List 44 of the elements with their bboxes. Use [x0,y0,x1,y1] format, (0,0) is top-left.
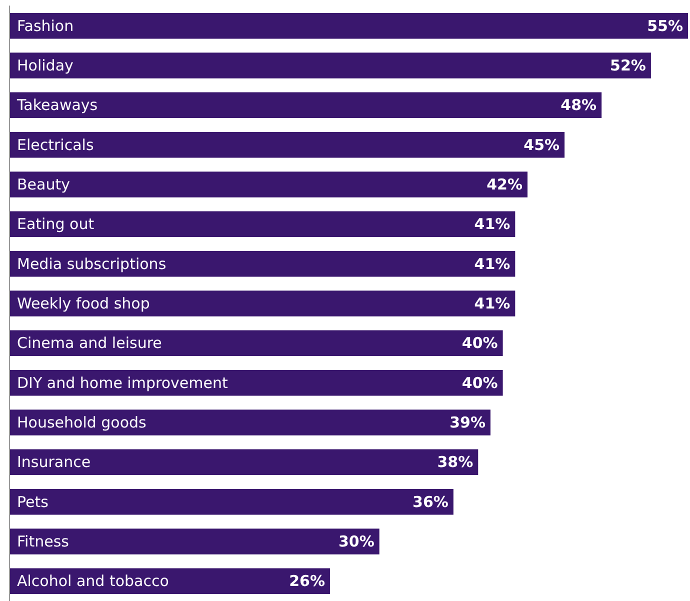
bar [9,132,565,158]
bar [9,172,528,198]
bar [9,410,490,436]
bar [9,211,516,238]
data-label: 55% [647,16,683,35]
bar [9,290,516,316]
y-tick-label: Household goods [17,414,147,432]
y-tick-label: Electricals [17,136,94,154]
data-label: 39% [450,414,486,432]
data-label: 45% [524,136,560,154]
data-label: 41% [474,294,510,312]
bar [9,12,688,39]
data-label: 52% [610,56,646,74]
data-label: 36% [412,492,448,511]
data-label: 41% [474,254,510,273]
bar [9,92,602,118]
bar [9,488,454,515]
bar [9,449,478,476]
y-tick-label: DIY and home improvement [17,374,228,392]
y-tick-label: Beauty [17,176,70,194]
bar [9,250,516,277]
y-tick-label: Takeaways [16,96,98,114]
y-tick-label: Media subscriptions [17,254,166,273]
y-tick-label: Holiday [17,56,74,74]
y-tick-label: Insurance [17,453,91,472]
y-tick-label: Pets [17,492,49,511]
data-label: 30% [338,532,374,550]
y-tick-label: Eating out [17,215,94,234]
data-label: 26% [289,572,325,590]
y-tick-label: Cinema and leisure [17,334,162,352]
y-tick-label: Weekly food shop [17,294,150,312]
y-tick-label: Fitness [17,532,70,550]
bar [9,528,380,554]
data-label: 48% [560,96,597,114]
bar [9,330,503,356]
y-tick-label: Alcohol and tobacco [17,572,169,590]
y-tick-label: Fashion [17,16,74,35]
data-label: 40% [462,374,498,392]
data-label: 40% [462,334,498,352]
bar [9,370,503,396]
data-label: 41% [474,215,510,234]
data-label: 42% [486,176,523,194]
data-label: 38% [437,453,474,472]
bar [9,52,651,78]
